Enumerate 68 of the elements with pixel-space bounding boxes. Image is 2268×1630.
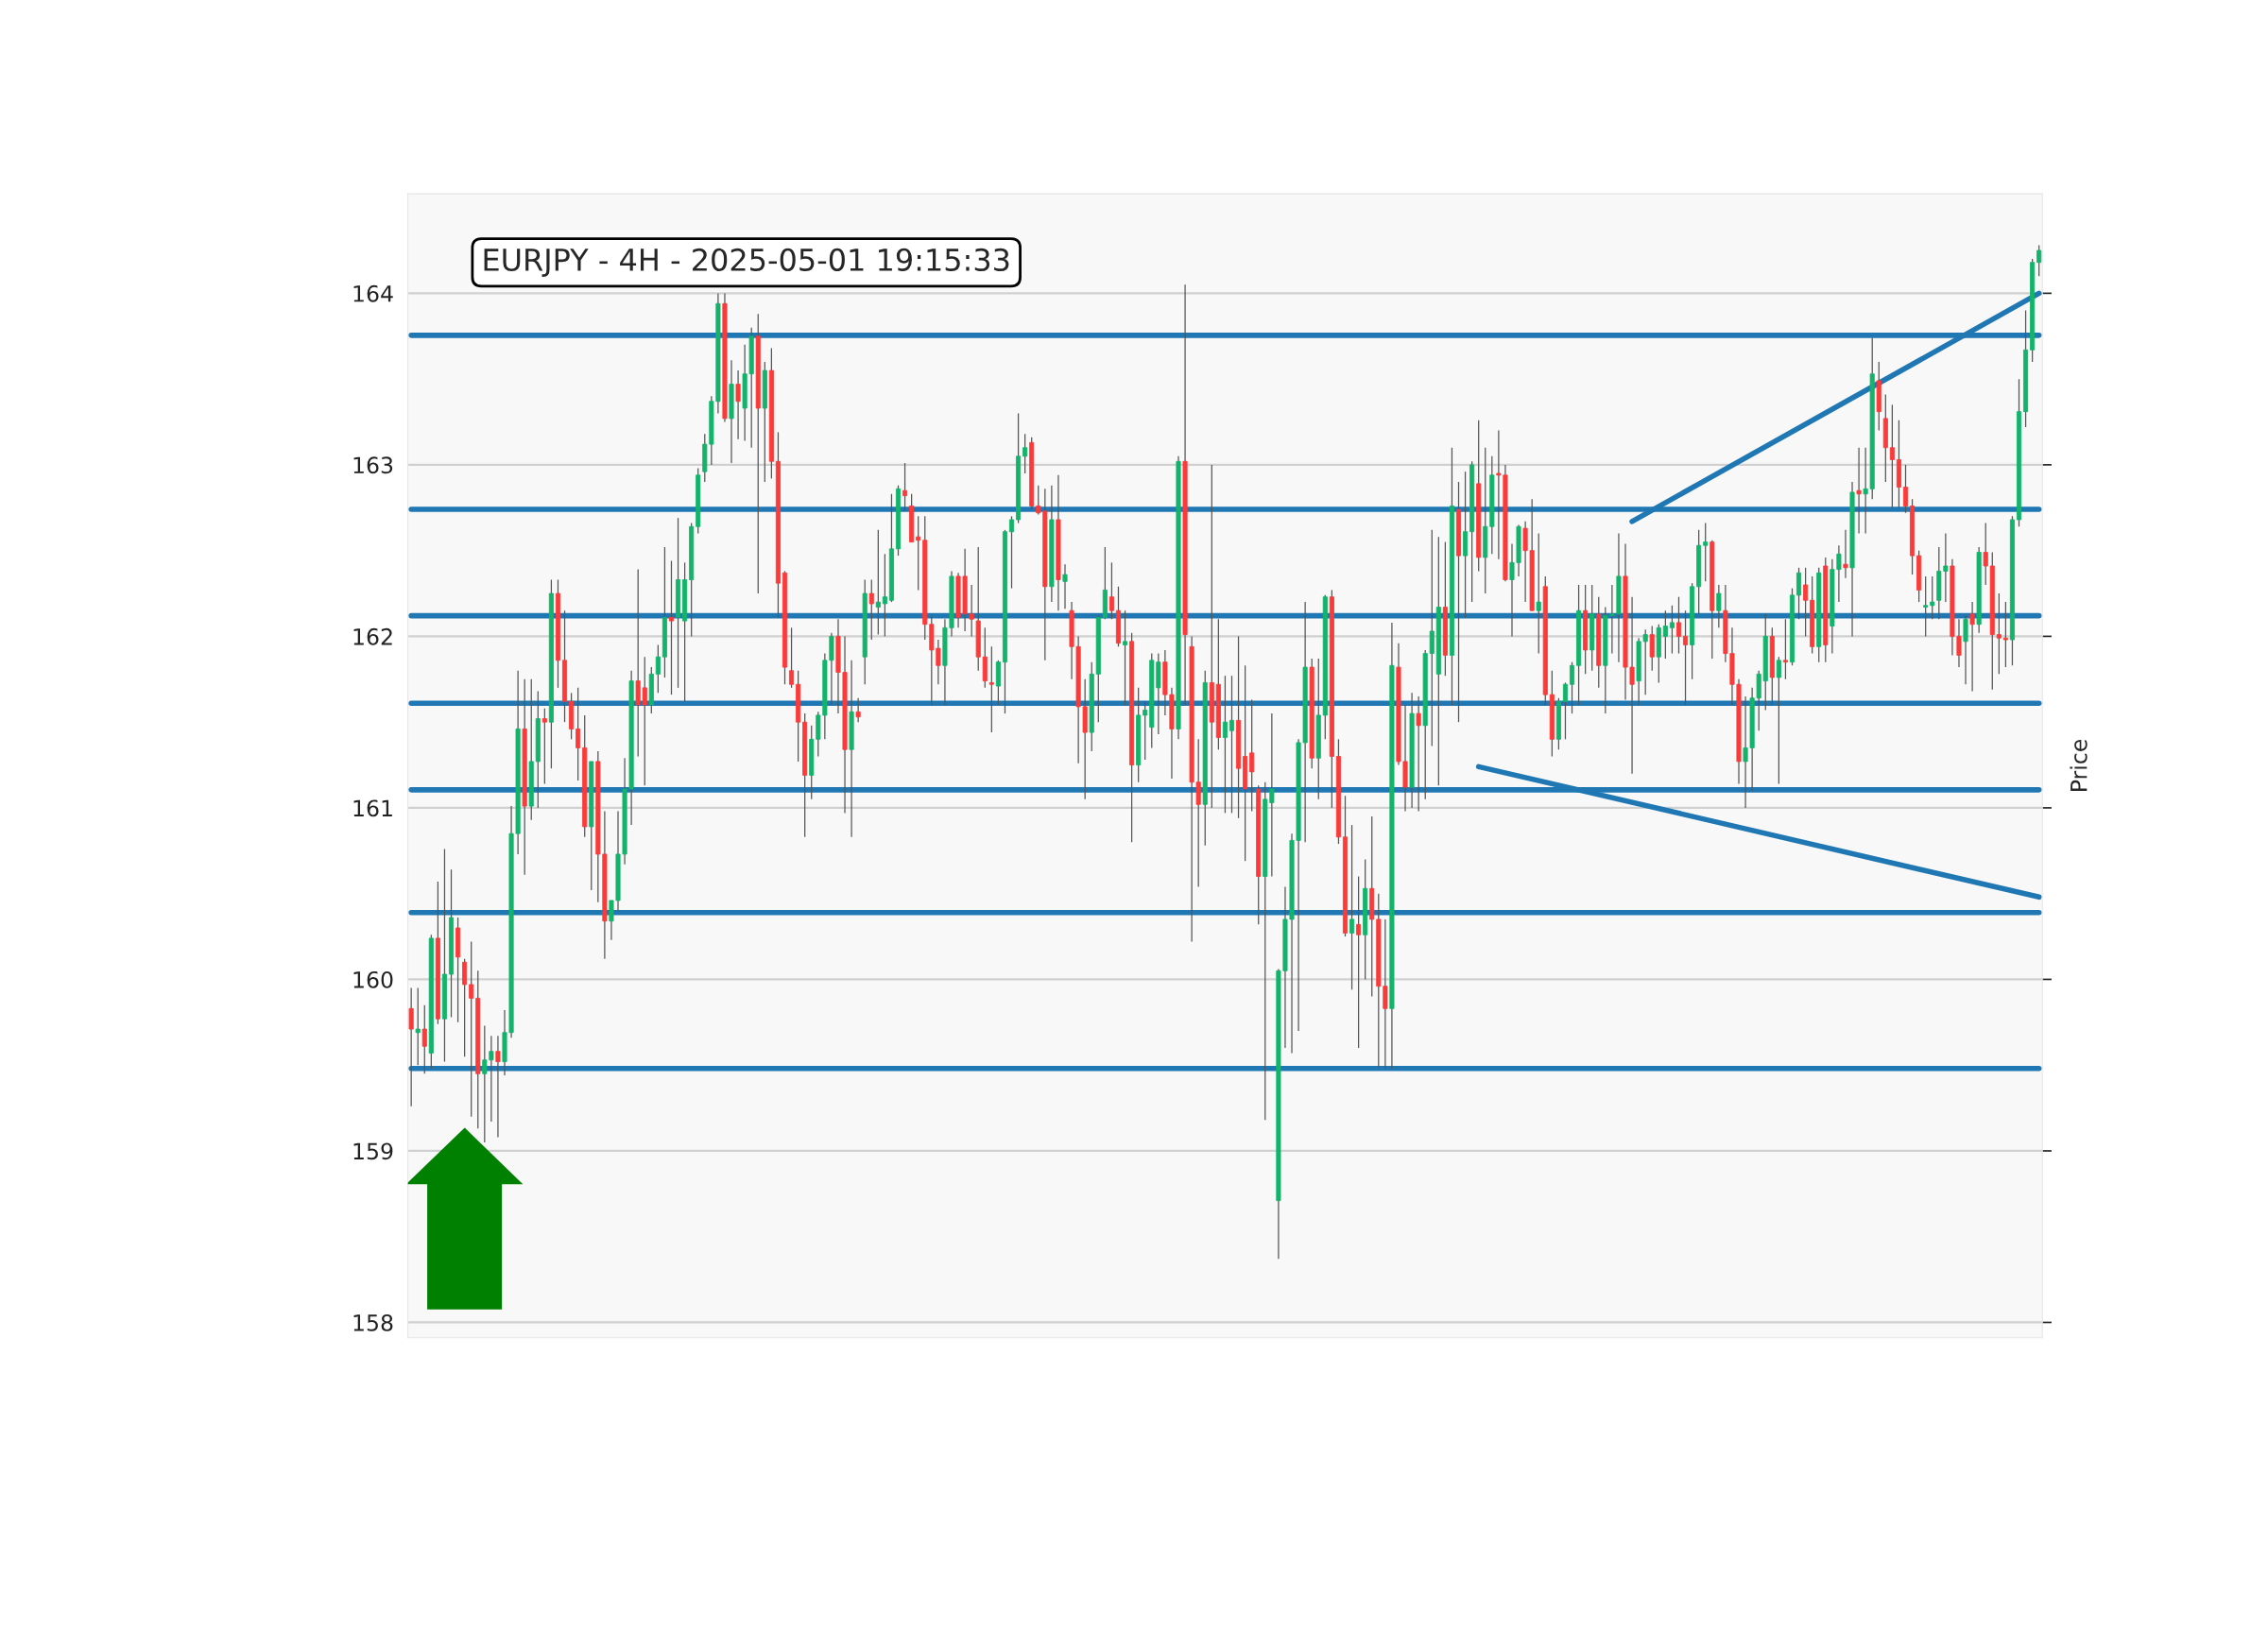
candlestick — [1669, 605, 1675, 655]
y-tick-label: 158 — [353, 1313, 393, 1331]
y-tick-label: 160 — [353, 970, 393, 988]
text: EURJPY - 4H - 2025-05-01 19:15:33 — [484, 248, 1009, 277]
candlestick — [408, 987, 414, 1107]
y-tick-label: 162 — [353, 627, 392, 645]
candlestick — [541, 708, 547, 785]
candlestick — [1008, 515, 1015, 590]
candlestick — [1123, 609, 1128, 706]
candlestick — [1569, 661, 1575, 714]
candlestick — [988, 645, 994, 733]
candlestick — [421, 1004, 427, 1074]
candlestick — [1716, 584, 1722, 628]
candlestick — [1228, 675, 1235, 815]
candlestick — [1209, 464, 1214, 809]
candlestick — [2002, 601, 2008, 668]
candlestick — [1536, 532, 1541, 655]
candlestick — [1143, 700, 1148, 761]
candlestick — [495, 1035, 501, 1139]
candlestick — [1969, 601, 1975, 693]
y-tick-label: 164 — [353, 284, 393, 302]
candlestick — [1249, 698, 1255, 813]
candlestick — [1930, 575, 1935, 620]
candlestick — [1356, 875, 1362, 1049]
candlestick — [576, 687, 581, 781]
candlestick — [1429, 529, 1435, 747]
candlestick — [916, 515, 921, 592]
candlestick — [902, 462, 908, 512]
candlestick — [882, 553, 887, 638]
candlestick — [1703, 522, 1709, 582]
candlestick — [1222, 675, 1228, 815]
candlestick — [1662, 609, 1668, 660]
candlestick — [1782, 618, 1788, 680]
candlestick — [1108, 561, 1114, 620]
candlestick — [415, 987, 421, 1066]
candlestick — [1963, 615, 1968, 685]
candlestick — [1856, 447, 1862, 535]
candlestick — [1902, 464, 1909, 514]
candlestick — [868, 578, 874, 641]
candlestick — [1796, 567, 1802, 620]
candlestick — [1996, 592, 2002, 675]
candlestick — [735, 369, 741, 440]
candlestick — [855, 697, 861, 723]
candlestick — [655, 643, 661, 694]
candlestick — [1983, 522, 1988, 586]
y-tick-label: 163 — [353, 456, 393, 474]
y-axis-title: Price — [2070, 739, 2088, 791]
candlestick — [1889, 403, 1895, 508]
candlestick — [469, 940, 474, 1118]
candlestick — [462, 958, 468, 1057]
candlestick — [1675, 596, 1682, 655]
candlestick — [1649, 625, 1655, 672]
candlestick — [1803, 567, 1809, 638]
candlestick — [1843, 529, 1848, 579]
y-tick-label: 159 — [353, 1142, 393, 1160]
candlestick — [1349, 824, 1355, 990]
candlestick — [668, 559, 675, 695]
candlestick — [1062, 563, 1068, 609]
candlestick — [875, 529, 881, 636]
candlestick — [1923, 575, 1929, 638]
candlestick — [1416, 695, 1421, 813]
candlestick — [789, 626, 795, 689]
candlestick — [1562, 681, 1568, 740]
candlestick — [1022, 433, 1028, 474]
candlestick — [1776, 656, 1781, 785]
candlestick — [2036, 244, 2042, 277]
candlestick — [1683, 609, 1689, 706]
y-tick-label: 161 — [353, 799, 392, 817]
